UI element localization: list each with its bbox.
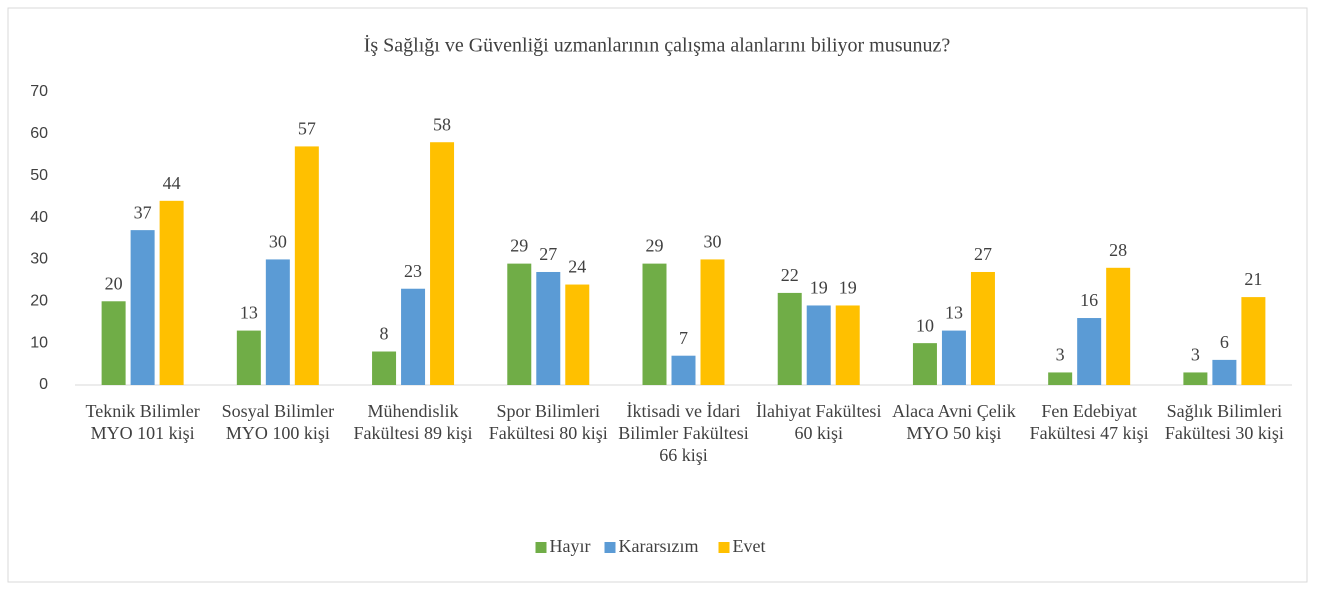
value-label: 30: [269, 232, 287, 252]
value-label: 21: [1244, 269, 1262, 289]
x-tick-label: Sağlık Bilimleri Fakültesi 30 kişi: [1164, 401, 1284, 443]
bar: [1077, 318, 1102, 385]
value-label: 8: [380, 324, 389, 344]
legend-label: Evet: [733, 536, 766, 556]
bar: [130, 230, 155, 385]
value-label: 24: [568, 257, 586, 277]
bar: [777, 292, 802, 385]
x-tick-label: Spor Bilimleri Fakültesi 80 kişi: [488, 401, 608, 443]
y-tick-label: 40: [30, 209, 48, 226]
bar: [1183, 372, 1208, 385]
chart-title: İş Sağlığı ve Güvenliği uzmanlarının çal…: [364, 34, 951, 57]
value-label: 29: [646, 236, 664, 256]
x-tick-label: İktisadi ve İdari Bilimler Fakültesi 66 …: [618, 401, 749, 465]
value-label: 13: [240, 303, 258, 323]
bar: [806, 305, 831, 385]
bar: [1106, 267, 1131, 385]
value-label: 37: [134, 202, 152, 222]
bar: [1241, 297, 1266, 385]
x-tick-label: İlahiyat Fakültesi 60 kişi: [755, 401, 882, 443]
bar: [642, 263, 667, 385]
value-label: 19: [810, 278, 828, 298]
y-tick-label: 50: [30, 167, 48, 184]
legend-swatch: [718, 542, 730, 553]
legend-swatch: [604, 542, 616, 553]
value-label: 19: [839, 278, 857, 298]
value-label: 44: [163, 173, 181, 193]
value-label: 23: [404, 261, 422, 281]
value-label: 7: [679, 328, 688, 348]
bar: [671, 355, 696, 385]
value-label: 6: [1220, 332, 1229, 352]
value-label: 28: [1109, 240, 1127, 260]
value-label: 57: [298, 119, 316, 139]
y-tick-label: 0: [39, 376, 48, 393]
bar: [294, 146, 319, 385]
value-label: 3: [1191, 345, 1200, 365]
value-label: 13: [945, 303, 963, 323]
value-label: 29: [510, 236, 528, 256]
bar: [101, 301, 126, 385]
bar: [372, 351, 397, 385]
y-tick-label: 60: [30, 125, 48, 142]
bar: [507, 263, 532, 385]
legend-label: Hayır: [550, 536, 591, 556]
value-label: 20: [105, 273, 123, 293]
y-tick-label: 20: [30, 293, 48, 310]
bar: [700, 259, 725, 385]
value-label: 27: [539, 244, 557, 264]
bar: [1212, 359, 1237, 385]
bar: [536, 271, 561, 385]
y-tick-label: 30: [30, 251, 48, 268]
bar: [401, 288, 426, 385]
bar: [159, 200, 184, 385]
value-label: 10: [916, 315, 934, 335]
bar: [1048, 372, 1073, 385]
bar: [565, 284, 590, 385]
bar: [430, 142, 455, 385]
x-tick-label: Mühendislik Fakültesi 89 kişi: [353, 401, 473, 443]
x-tick-label: Fen Edebiyat Fakültesi 47 kişi: [1029, 401, 1149, 443]
x-tick-label: Alaca Avni Çelik MYO 50 kişi: [892, 401, 1016, 443]
value-label: 30: [704, 232, 722, 252]
bar: [970, 271, 995, 385]
bar: [835, 305, 860, 385]
bar: [912, 343, 937, 385]
value-label: 58: [433, 114, 451, 134]
y-tick-label: 10: [30, 334, 48, 351]
x-tick-label: Teknik Bilimler MYO 101 kişi: [85, 401, 200, 443]
value-label: 3: [1056, 345, 1065, 365]
bar: [236, 330, 261, 385]
legend-swatch: [535, 542, 547, 553]
value-label: 16: [1080, 290, 1098, 310]
y-tick-label: 70: [30, 83, 48, 100]
legend-label: Kararsızım: [619, 536, 699, 556]
value-label: 27: [974, 244, 992, 264]
value-label: 22: [781, 265, 799, 285]
x-tick-label: Sosyal Bilimler MYO 100 kişi: [221, 401, 335, 443]
bar: [265, 259, 290, 385]
bar: [941, 330, 966, 385]
